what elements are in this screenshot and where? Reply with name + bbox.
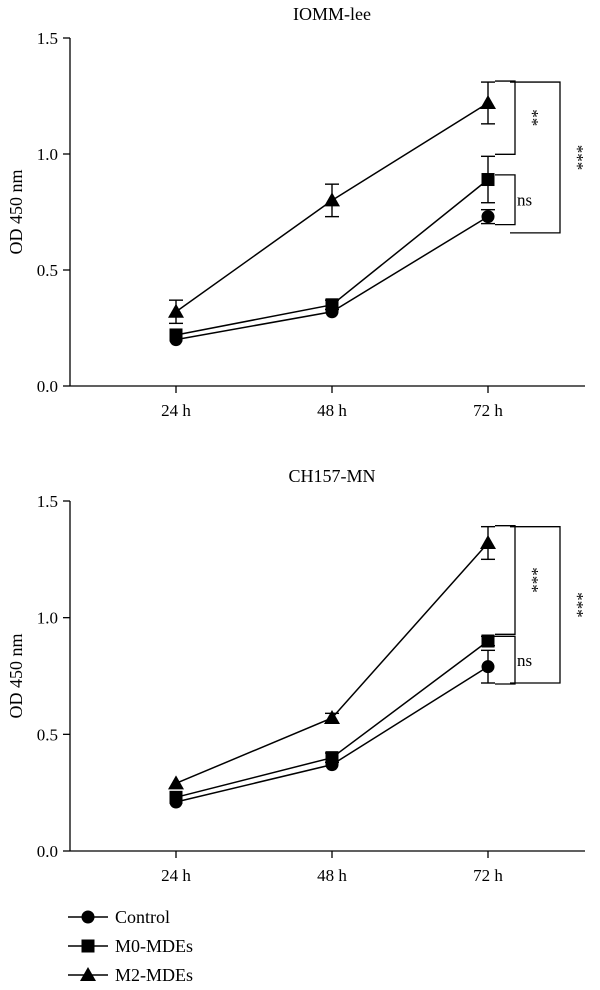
data-point [325, 751, 339, 765]
bracket-line [495, 635, 516, 685]
y-tick-label: 0.0 [37, 377, 58, 396]
bracket-line [495, 174, 516, 226]
series-line [175, 666, 489, 803]
bracket-line [510, 526, 561, 684]
y-tick-label: 0.0 [37, 842, 58, 861]
y-axis-label: OD 450 nm [6, 634, 26, 719]
bracket-line [495, 525, 516, 635]
legend-item-control: Control [68, 907, 170, 927]
y-tick-label: 1.5 [37, 29, 58, 48]
data-point [169, 790, 183, 804]
significance-bracket: *** [495, 525, 542, 635]
x-tick-label: 24 h [161, 866, 191, 885]
x-tick-label: 48 h [317, 401, 347, 420]
data-point [168, 775, 184, 790]
series-control [169, 649, 495, 809]
y-tick-label: 1.5 [37, 492, 58, 511]
legend-marker [81, 910, 95, 924]
y-tick-label: 0.5 [37, 261, 58, 280]
data-point [480, 94, 496, 109]
significance-label: *** [568, 592, 587, 618]
data-point [169, 328, 183, 342]
significance-bracket: *** [510, 81, 587, 234]
legend-label: M0-MDEs [115, 936, 193, 956]
significance-bracket: ** [495, 80, 542, 155]
legend-item-m0-mdes: M0-MDEs [68, 936, 193, 956]
data-point [168, 303, 184, 318]
x-tick-label: 72 h [473, 401, 503, 420]
legend-marker [80, 967, 96, 981]
y-tick-label: 1.0 [37, 609, 58, 628]
chart-title: IOMM-lee [293, 4, 371, 24]
x-tick-label: 48 h [317, 866, 347, 885]
x-tick-label: 72 h [473, 866, 503, 885]
chart-title: CH157-MN [288, 466, 375, 486]
legend-label: M2-MDEs [115, 965, 193, 985]
significance-label: ** [523, 109, 542, 126]
bracket-line [495, 80, 516, 155]
data-point [481, 210, 495, 224]
series-m2-mdes [168, 81, 496, 325]
significance-bracket: ns [495, 174, 532, 226]
significance-label: ns [517, 651, 532, 670]
y-tick-label: 1.0 [37, 145, 58, 164]
data-point [481, 634, 495, 648]
data-point [481, 173, 495, 187]
significance-label: ns [517, 191, 532, 210]
significance-label: *** [568, 145, 587, 171]
y-tick-label: 0.5 [37, 725, 58, 744]
data-point [324, 710, 340, 724]
data-point [480, 535, 496, 549]
data-point [324, 192, 340, 207]
chart-panel-1: IOMM-lee OD 450 nm 0.0 0.5 1.0 1.5 24 h 48 h 72 … [6, 4, 587, 420]
series-control [169, 208, 495, 347]
legend-item-m2-mdes: M2-MDEs [68, 965, 193, 985]
bracket-line [510, 81, 561, 234]
legend-marker [81, 939, 95, 953]
data-point [481, 660, 495, 674]
series-m2-mdes [168, 525, 496, 790]
series-line [175, 542, 489, 785]
legend-label: Control [115, 907, 170, 927]
significance-label: *** [523, 567, 542, 593]
data-point [325, 298, 339, 312]
chart-panel-2: CH157-MN OD 450 nm 0.0 0.5 1.0 1.5 24 h 48 h 72 … [6, 466, 587, 885]
significance-bracket: ns [495, 635, 532, 685]
x-tick-label: 24 h [161, 401, 191, 420]
series-m0-mdes [169, 155, 495, 342]
y-axis-label: OD 450 nm [6, 170, 26, 255]
series-m0-mdes [169, 634, 495, 804]
legend: Control M0-MDEs M2-MDEs [68, 907, 193, 985]
significance-bracket: *** [510, 526, 587, 684]
